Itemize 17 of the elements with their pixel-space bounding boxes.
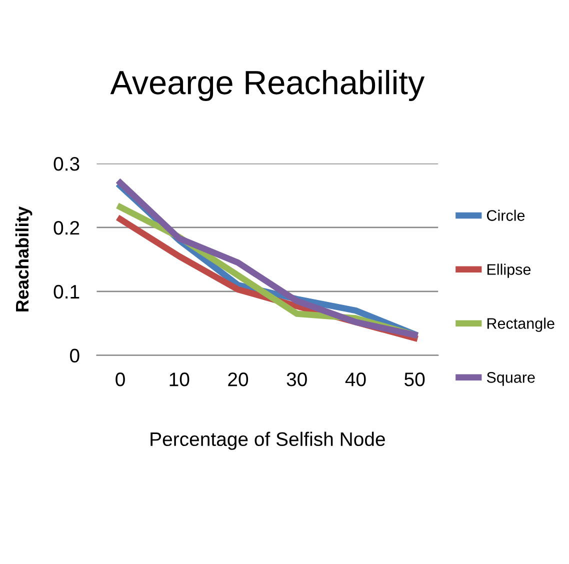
y-tick-label: 0.1 — [54, 284, 80, 299]
y-tick-label: 0 — [70, 348, 80, 363]
x-tick-label: 30 — [286, 372, 307, 386]
x-tick-label: 10 — [170, 372, 190, 386]
y-tick-label: 0.3 — [54, 157, 80, 171]
x-axis-title: Percentage of Selfish Node — [150, 432, 385, 450]
x-tick-label: 40 — [345, 372, 366, 386]
legend-label: Circle — [486, 210, 525, 221]
y-tick-label: 0.2 — [54, 220, 80, 235]
legend-label: Ellipse — [487, 264, 531, 278]
x-tick-label: 50 — [404, 372, 425, 386]
legend-label: Rectangle — [487, 318, 554, 332]
x-tick-label: 20 — [228, 372, 248, 386]
x-tick-label: 0 — [116, 372, 125, 386]
chart-title: Avearge Reachability — [110, 70, 425, 102]
legend-label: Square — [486, 372, 535, 386]
y-axis-title: Reachability — [15, 206, 32, 312]
